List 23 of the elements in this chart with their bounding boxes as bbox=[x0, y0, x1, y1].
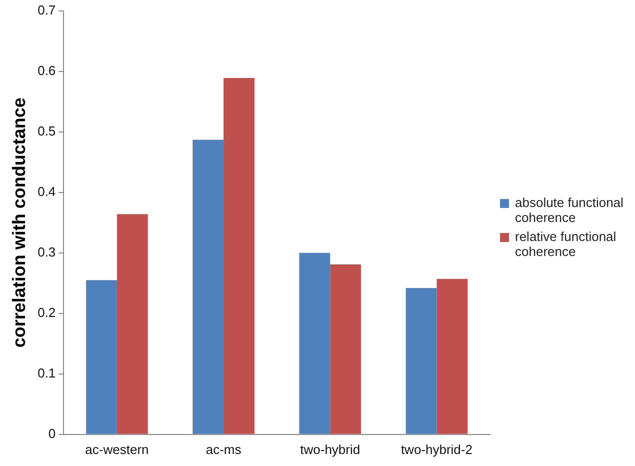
y-tick-label: 0.4 bbox=[38, 184, 56, 199]
bar bbox=[299, 252, 330, 434]
y-tick-label: 0.2 bbox=[38, 304, 56, 320]
bar bbox=[406, 288, 437, 434]
y-axis-title: correlation with conductance bbox=[8, 98, 29, 348]
y-tick-label: 0.3 bbox=[38, 244, 56, 260]
bar bbox=[192, 140, 224, 434]
x-tick-label: ac-ms bbox=[206, 442, 242, 457]
bar bbox=[116, 214, 148, 434]
legend-label: relative functional coherence bbox=[515, 229, 618, 259]
x-tick-label: two-hybrid-2 bbox=[400, 442, 472, 457]
x-tick-label: ac-western bbox=[85, 442, 149, 457]
bar bbox=[330, 264, 362, 434]
y-tick-label: 0.5 bbox=[38, 123, 56, 138]
y-tick-label: 0 bbox=[48, 426, 56, 441]
bar bbox=[86, 280, 117, 434]
y-tick-label: 0.6 bbox=[38, 62, 56, 78]
y-tick-label: 0.1 bbox=[38, 365, 56, 380]
legend-label: absolute functional coherence bbox=[515, 195, 624, 225]
x-tick-label: two-hybrid bbox=[300, 442, 360, 457]
y-tick-label: 0.7 bbox=[38, 2, 56, 18]
bar bbox=[436, 278, 468, 434]
bar bbox=[224, 78, 254, 434]
